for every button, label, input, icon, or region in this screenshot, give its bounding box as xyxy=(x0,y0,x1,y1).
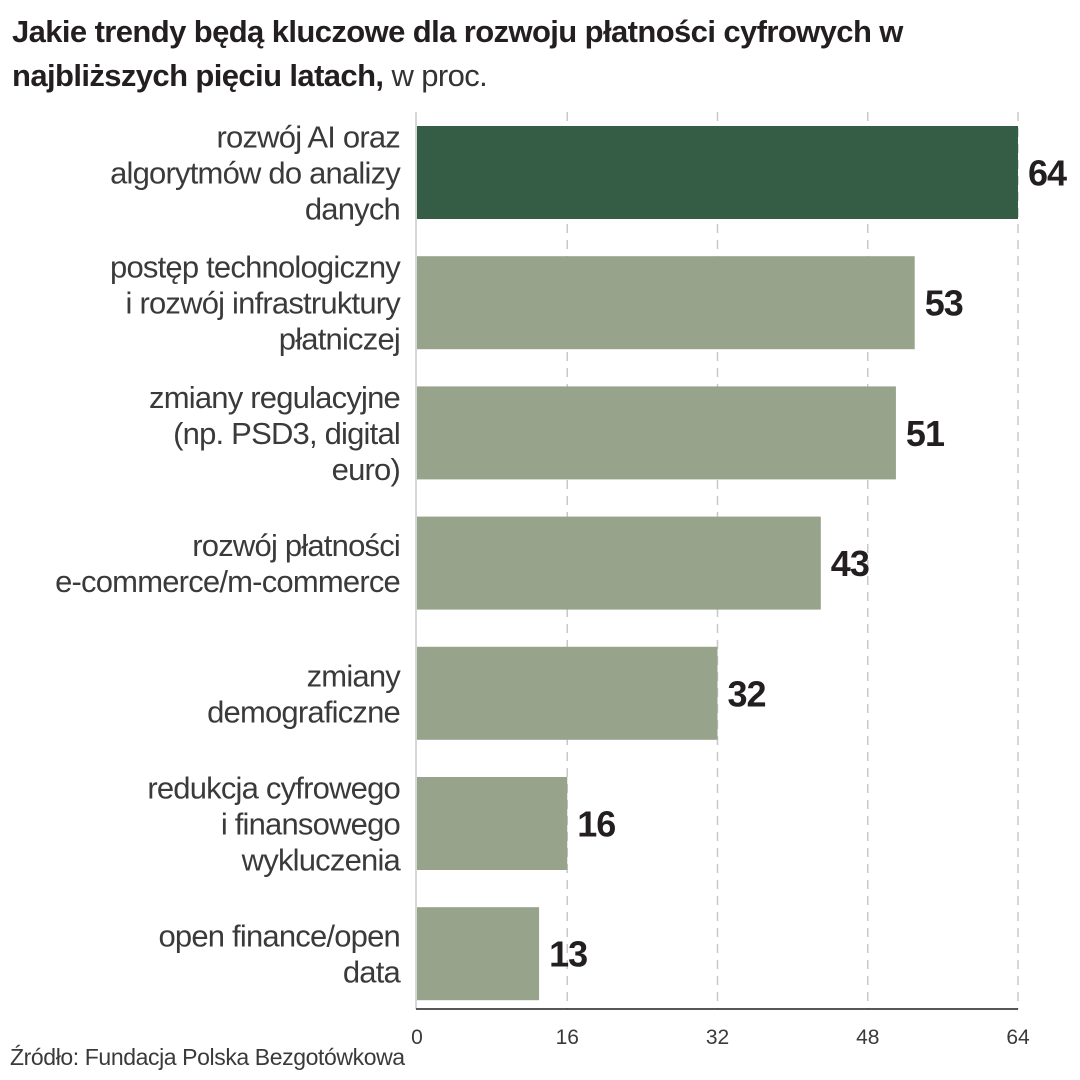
category-label: zmiany demograficzne xyxy=(207,658,401,729)
category-label: rozwój płatności e-commerce/m-commerce xyxy=(55,528,400,599)
value-label: 51 xyxy=(906,413,945,454)
x-tick-label: 16 xyxy=(556,1026,579,1049)
category-label-line: e-commerce/m-commerce xyxy=(55,564,400,599)
category-label-line: postęp technologiczny xyxy=(110,250,401,285)
category-label: open finance/open data xyxy=(158,919,401,990)
category-label-line: rozwój AI oraz xyxy=(217,120,401,155)
x-tick-label: 48 xyxy=(856,1026,879,1049)
chart-title-unit: w proc. xyxy=(391,58,488,93)
x-tick-label: 64 xyxy=(1006,1026,1030,1049)
value-label: 43 xyxy=(831,543,869,584)
category-label-line: i finansowego xyxy=(221,807,400,842)
value-label: 64 xyxy=(1028,153,1067,194)
x-tick-label: 32 xyxy=(706,1026,729,1049)
category-label-line: płatniczej xyxy=(279,322,400,357)
category-label: rozwój AI oraz algorytmów do analizy danyc… xyxy=(110,120,401,227)
category-label-line: demograficzne xyxy=(207,694,400,729)
category-label: zmiany regulacyjne (np. PSD3, digital euro… xyxy=(149,380,400,487)
category-label-line: open finance/open xyxy=(158,919,400,954)
category-label-line: wykluczenia xyxy=(241,843,402,878)
bar xyxy=(417,777,568,870)
category-label-line: algorytmów do analizy xyxy=(110,156,401,191)
category-label-line: i rozwój infrastruktury xyxy=(126,286,402,321)
category-label-line: danych xyxy=(305,192,400,227)
bar xyxy=(417,646,718,740)
bar xyxy=(417,126,1018,219)
bar xyxy=(417,516,821,610)
category-label: redukcja cyfrowego i finansowego wykluczen… xyxy=(147,771,401,878)
x-tick-label: 0 xyxy=(411,1026,423,1049)
chart-title-main: Jakie trendy będą kluczowe dla rozwoju p… xyxy=(12,14,903,93)
category-label-line: euro) xyxy=(332,452,400,487)
bar xyxy=(417,256,915,350)
category-label-line: zmiany regulacyjne xyxy=(149,380,400,415)
category-label: postęp technologiczny i rozwój infrastruk… xyxy=(110,250,401,357)
labels: 64 rozwój AI oraz algorytmów do analizy dan… xyxy=(55,120,1068,990)
bars xyxy=(417,126,1018,1001)
category-label-line: zmiany xyxy=(307,658,402,693)
source-note: Źródło: Fundacja Polska Bezgotówkowa xyxy=(10,1044,405,1070)
value-label: 16 xyxy=(577,804,615,845)
value-label: 32 xyxy=(728,673,766,714)
axis: 0 16 32 48 64 xyxy=(411,112,1030,1049)
bar xyxy=(417,907,540,1001)
category-label-line: data xyxy=(343,955,402,990)
category-label-line: rozwój płatności xyxy=(192,528,400,563)
category-label-line: redukcja cyfrowego xyxy=(147,771,400,806)
category-label-line: (np. PSD3, digital xyxy=(173,416,400,451)
value-label: 53 xyxy=(925,283,963,324)
bar xyxy=(417,386,896,480)
value-label: 13 xyxy=(549,934,587,975)
chart-title: Jakie trendy będą kluczowe dla rozwoju p… xyxy=(12,10,1076,98)
